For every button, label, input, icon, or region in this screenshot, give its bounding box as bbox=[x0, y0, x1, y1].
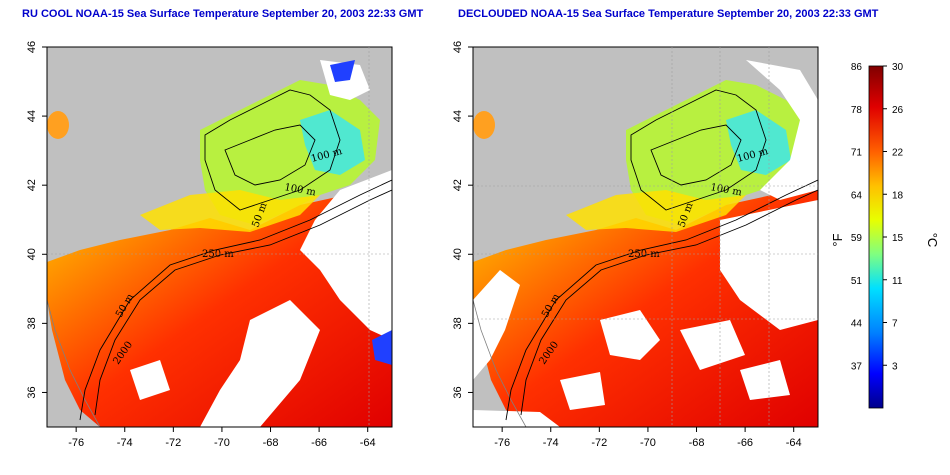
lat-tick-label: 38 bbox=[452, 317, 464, 329]
lon-tick-label: -74 bbox=[543, 437, 559, 449]
fahrenheit-tick-label: 64 bbox=[851, 190, 863, 201]
lon-tick-label: -66 bbox=[737, 437, 753, 449]
lat-tick-label: 42 bbox=[26, 179, 38, 191]
fahrenheit-tick-label: 44 bbox=[851, 319, 863, 330]
fahrenheit-tick-label: 59 bbox=[851, 233, 863, 244]
right-gridlines bbox=[473, 47, 818, 427]
left-map-panel: 100 m 100 m 50 m 250 m 50 m 2000 bbox=[47, 47, 392, 427]
warm-patch bbox=[473, 111, 495, 139]
celsius-tick-label: 18 bbox=[892, 190, 904, 201]
cold-water-patch bbox=[726, 110, 791, 175]
left-map-frame bbox=[46, 46, 393, 428]
right-map-frame bbox=[472, 46, 819, 428]
lat-tick-label: 38 bbox=[26, 317, 38, 329]
yellow-water-band bbox=[566, 190, 746, 232]
cold-water-patch bbox=[300, 110, 365, 175]
lon-tick-label: -74 bbox=[117, 437, 133, 449]
contour-label-250m: 250 m bbox=[628, 249, 660, 260]
right-panel-title: DECLOUDED NOAA-15 Sea Surface Temperatur… bbox=[458, 8, 879, 20]
lat-tick-label: 44 bbox=[452, 110, 464, 122]
lon-tick-label: -70 bbox=[214, 437, 230, 449]
celsius-tick-label: 22 bbox=[892, 148, 904, 159]
bathymetry-contours bbox=[505, 89, 818, 421]
lon-tick-label: -64 bbox=[360, 437, 376, 449]
lon-tick-label: -76 bbox=[68, 437, 84, 449]
right-map-panel: 100 m 100 m 50 m 250 m 50 m 2000 bbox=[473, 47, 818, 427]
blue-cloud-speckle bbox=[330, 60, 392, 365]
lat-tick-label: 46 bbox=[26, 41, 38, 53]
lat-tick-label: 44 bbox=[26, 110, 38, 122]
lon-tick-label: -68 bbox=[689, 437, 705, 449]
left-panel-title: RU COOL NOAA-15 Sea Surface Temperature … bbox=[22, 8, 424, 20]
lon-tick-label: -72 bbox=[165, 437, 181, 449]
axes-layer: -76 -74 -72 -70 -68 -66 -64 36 38 40 42 44 46 -76 -74 -… bbox=[26, 41, 802, 449]
fahrenheit-tick-label: 37 bbox=[851, 361, 863, 372]
celsius-tick-label: 26 bbox=[892, 105, 904, 116]
fahrenheit-tick-label: 78 bbox=[851, 105, 863, 116]
coastline bbox=[47, 299, 101, 427]
lon-tick-label: -66 bbox=[311, 437, 327, 449]
lat-tick-label: 40 bbox=[452, 248, 464, 260]
left-gridlines bbox=[47, 47, 392, 427]
lat-tick-label: 46 bbox=[452, 41, 464, 53]
lat-tick-label: 42 bbox=[452, 179, 464, 191]
lon-tick-label: -64 bbox=[786, 437, 802, 449]
bathymetry-contours bbox=[79, 89, 392, 421]
lon-tick-label: -70 bbox=[640, 437, 656, 449]
celsius-tick-label: 15 bbox=[892, 233, 904, 244]
celsius-tick-label: 11 bbox=[892, 276, 903, 287]
cloud-region bbox=[130, 60, 392, 427]
coastline bbox=[473, 299, 527, 427]
lon-tick-label: -76 bbox=[494, 437, 510, 449]
cloud-region bbox=[473, 60, 818, 427]
celsius-tick-label: 7 bbox=[892, 319, 898, 330]
colorbar: 86 30 78 26 71 22 64 18 59 15 51 11 44 7 37 3 °F °C bbox=[830, 62, 940, 409]
celsius-unit-label: °C bbox=[925, 233, 940, 248]
colorbar-ticks: 86 30 78 26 71 22 64 18 59 15 51 11 44 7 37 3 bbox=[851, 62, 904, 372]
yellow-water-band bbox=[140, 190, 320, 232]
warm-patch bbox=[47, 111, 69, 139]
contour-label-250m: 250 m bbox=[202, 249, 234, 260]
celsius-tick-label: 3 bbox=[892, 361, 898, 372]
lat-tick-label: 40 bbox=[26, 248, 38, 260]
fahrenheit-tick-label: 71 bbox=[851, 148, 863, 159]
lat-tick-label: 36 bbox=[26, 386, 38, 398]
lon-tick-label: -68 bbox=[263, 437, 279, 449]
celsius-tick-label: 30 bbox=[892, 62, 904, 73]
fahrenheit-unit-label: °F bbox=[830, 233, 845, 246]
colorbar-gradient bbox=[868, 65, 884, 409]
lat-tick-label: 36 bbox=[452, 386, 464, 398]
fahrenheit-tick-label: 86 bbox=[851, 62, 863, 73]
fahrenheit-tick-label: 51 bbox=[851, 276, 863, 287]
lon-tick-label: -72 bbox=[591, 437, 607, 449]
